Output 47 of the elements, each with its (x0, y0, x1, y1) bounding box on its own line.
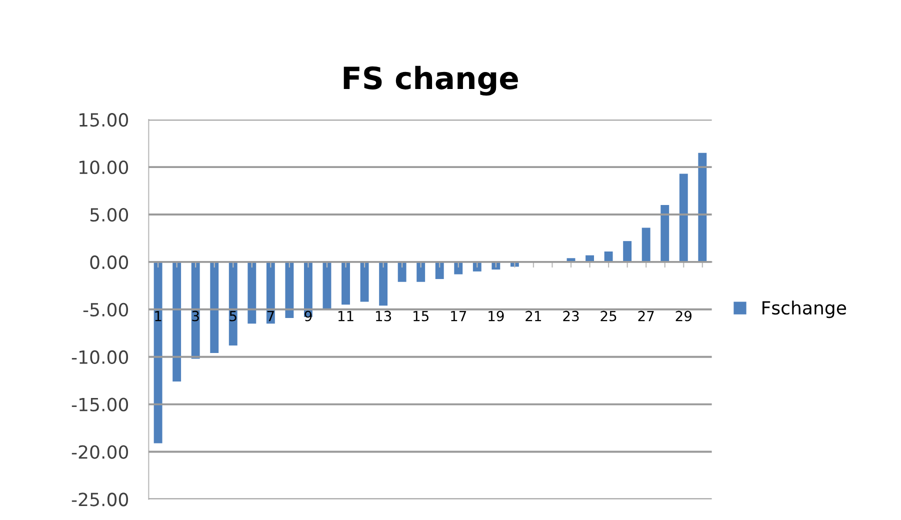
bar (679, 174, 688, 262)
bar (398, 262, 406, 282)
x-tick-label: 27 (638, 310, 654, 322)
bar (698, 152, 707, 262)
bar (285, 262, 294, 318)
y-tick-label: -15.00 (72, 398, 128, 412)
y-tick-label: 5.00 (90, 208, 128, 222)
bar (154, 262, 162, 444)
x-tick-label: 17 (451, 310, 466, 322)
x-tick-label: 7 (267, 310, 274, 322)
x-tick-label: 11 (338, 310, 354, 322)
x-tick-label: 25 (600, 310, 616, 322)
bar (416, 262, 426, 282)
bar (248, 262, 256, 324)
bar (342, 262, 350, 305)
y-tick-label: -20.00 (72, 445, 128, 459)
x-tick-label: 23 (563, 310, 579, 322)
bar (172, 262, 182, 382)
x-tick-label: 29 (676, 310, 692, 322)
bar (623, 241, 632, 262)
bar (191, 262, 200, 359)
bar (379, 262, 388, 306)
y-tick-label: 10.00 (80, 160, 128, 174)
y-tick-label: -10.00 (72, 350, 128, 364)
x-tick-label: 1 (155, 310, 162, 322)
bar (660, 205, 670, 262)
x-tick-label: 21 (526, 310, 542, 322)
bar (360, 262, 369, 302)
bar (322, 262, 332, 310)
x-tick-label: 5 (230, 310, 236, 322)
bar (454, 262, 463, 274)
x-tick-label: 19 (488, 310, 504, 322)
bar (435, 262, 444, 280)
bar (604, 252, 613, 262)
y-tick-label: 15.00 (80, 113, 128, 127)
legend-label: Fschange (762, 300, 846, 318)
x-tick-label: 15 (414, 310, 428, 322)
bar (210, 262, 219, 354)
y-tick-label: -25.00 (72, 492, 128, 506)
y-tick-label: 0.00 (90, 255, 128, 270)
chart-title: FS change (344, 66, 518, 96)
x-tick-label: 3 (192, 310, 199, 322)
bar (266, 262, 275, 324)
bar (228, 262, 238, 346)
bar (642, 228, 650, 262)
x-tick-label: 13 (376, 310, 392, 322)
y-tick-label: -5.00 (83, 302, 128, 317)
